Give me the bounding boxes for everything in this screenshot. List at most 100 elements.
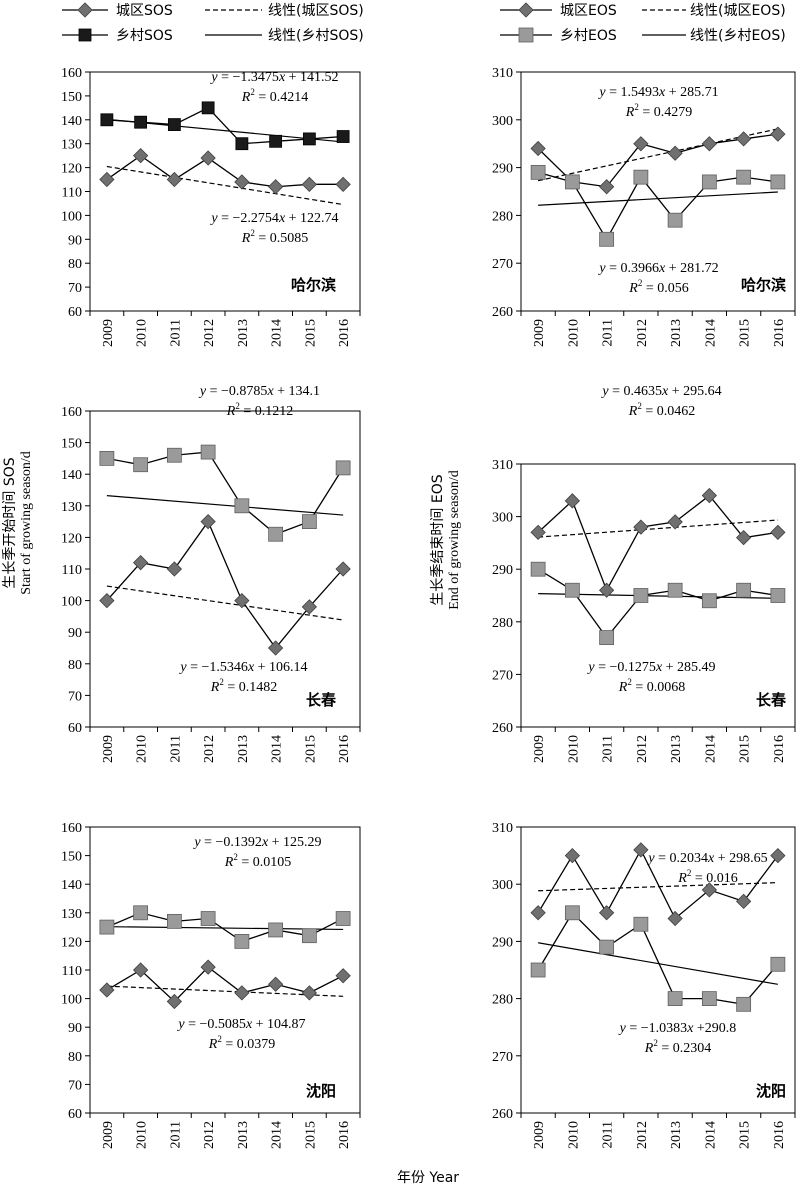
regression-equation: y = −1.5346x + 106.14 — [178, 660, 307, 675]
point-rural — [599, 630, 615, 645]
legend-rural-sos-linear-label: 线性(乡村SOS) — [268, 28, 364, 44]
right-axis-title-en: End of growing season/d — [447, 470, 462, 610]
y-tick-label: 150 — [61, 90, 82, 105]
point-rural — [667, 582, 683, 598]
r-squared: R2 = 0.0105 — [224, 852, 291, 870]
point-urban — [564, 493, 581, 509]
x-tick-label: 2012 — [202, 319, 217, 347]
y-tick-label: 300 — [492, 878, 513, 893]
point-rural — [530, 561, 546, 577]
x-tick-label: 2016 — [337, 735, 352, 763]
point-urban — [132, 962, 149, 978]
point-urban — [530, 905, 546, 921]
point-urban — [598, 582, 615, 598]
point-rural — [564, 174, 580, 190]
y-tick-label: 130 — [61, 907, 82, 922]
x-tick-label: 2015 — [303, 1121, 318, 1149]
y-tick-label: 90 — [68, 1021, 82, 1036]
point-rural — [599, 231, 615, 247]
point-rural — [200, 444, 216, 460]
point-rural — [99, 450, 115, 466]
point-rural — [301, 928, 317, 944]
legend-urban-eos-linear-label: 线性(城区EOS) — [690, 3, 786, 19]
y-tick-label: 280 — [492, 616, 513, 631]
r-squared: R2 = 0.0068 — [618, 677, 685, 695]
x-tick-label: 2015 — [738, 735, 753, 763]
y-tick-label: 300 — [492, 114, 513, 129]
point-rural — [268, 922, 284, 938]
y-tick-label: 300 — [492, 511, 513, 526]
point-urban — [633, 842, 649, 858]
left-axis-title: 生长季开始时间 SOS Start of growing season/d — [2, 451, 34, 594]
x-tick-label: 2013 — [236, 319, 251, 347]
city-label: 沈阳 — [756, 1082, 786, 1100]
point-urban — [335, 561, 351, 577]
x-tick-label: 2015 — [738, 319, 753, 347]
x-tick-label: 2010 — [566, 319, 581, 347]
x-tick-label: 2013 — [669, 1121, 684, 1149]
legend-sos: 城区SOS 线性(城区SOS) 乡村SOS 线性(乡村SOS) — [62, 2, 364, 44]
panel-eos-5: 260 270 280 290 300 310 2009 2010 2011 2012 2013 20… — [492, 821, 796, 1149]
y-tick-label: 270 — [492, 257, 513, 272]
series-line-rural — [537, 568, 778, 639]
city-label: 长春 — [756, 691, 786, 709]
point-urban — [132, 555, 149, 571]
y-tick-label: 140 — [61, 878, 82, 893]
point-rural — [564, 905, 580, 921]
trend-line-rural — [106, 495, 344, 516]
x-tick-label: 2011 — [601, 735, 616, 762]
y-tick-label: 90 — [68, 626, 82, 641]
point-urban — [667, 145, 683, 161]
point-urban — [735, 131, 752, 147]
point-urban — [770, 126, 786, 142]
point-urban — [770, 524, 786, 541]
y-tick-label: 120 — [61, 935, 82, 950]
regression-equation: y = −0.1275x + 285.49 — [586, 660, 715, 675]
point-rural — [302, 132, 316, 146]
point-urban — [166, 561, 183, 577]
x-tick-label: 2011 — [168, 319, 183, 346]
x-tick-label: 2009 — [101, 1121, 116, 1149]
point-urban — [301, 176, 318, 192]
right-axis-title-cn: 生长季结束时间 EOS — [430, 474, 446, 605]
x-axis-title: 年份 Year — [397, 1170, 459, 1186]
x-tick-label: 2016 — [337, 1121, 352, 1149]
point-urban — [267, 640, 284, 656]
r-squared: R2 = 0.056 — [628, 278, 688, 296]
point-rural — [736, 169, 752, 185]
point-urban — [701, 882, 718, 898]
point-rural — [166, 447, 182, 463]
y-tick-label: 310 — [492, 458, 513, 473]
point-urban — [701, 487, 718, 504]
point-urban — [770, 847, 786, 864]
point-urban — [530, 524, 546, 541]
point-rural — [667, 991, 683, 1006]
y-tick-label: 80 — [68, 1050, 82, 1065]
y-tick-label: 290 — [492, 162, 513, 177]
city-label: 哈尔滨 — [741, 276, 786, 294]
panel-eos-1: 260 270 280 290 300 310 2009 2010 2011 2012 2013 20… — [492, 66, 796, 347]
y-tick-label: 130 — [61, 500, 82, 515]
point-rural — [268, 526, 284, 542]
point-rural — [269, 134, 283, 148]
y-tick-label: 110 — [62, 186, 82, 201]
x-tick-label: 2011 — [601, 319, 616, 346]
point-rural — [201, 101, 215, 115]
point-rural — [335, 460, 351, 476]
point-urban — [267, 976, 284, 992]
y-tick-label: 260 — [492, 305, 513, 320]
x-tick-label: 2014 — [703, 319, 718, 347]
city-label: 沈阳 — [306, 1082, 336, 1100]
point-urban — [99, 982, 115, 998]
point-urban — [301, 599, 318, 615]
y-tick-label: 150 — [61, 437, 82, 452]
x-tick-label: 2012 — [202, 735, 217, 763]
y-tick-label: 110 — [62, 563, 82, 578]
y-tick-label: 290 — [492, 935, 513, 950]
point-urban — [667, 910, 683, 927]
panel-sos-2: 60 70 80 90 100 110 120 130 140 150 160 2009 2010 201… — [61, 384, 361, 763]
legend-urban-sos-linear-label: 线性(城区SOS) — [268, 3, 364, 19]
x-tick-label: 2013 — [669, 319, 684, 347]
point-urban — [200, 959, 216, 975]
